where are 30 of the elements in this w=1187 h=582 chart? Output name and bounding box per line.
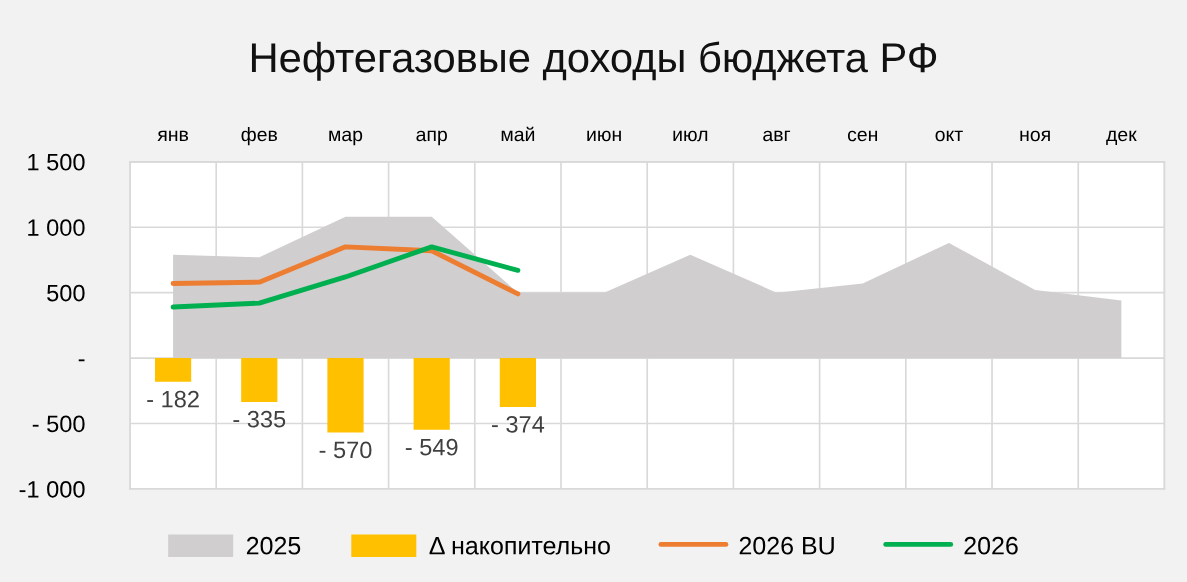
y-tick-label: - bbox=[78, 359, 85, 362]
x-tick-label: ноя bbox=[1020, 130, 1050, 142]
x-tick-label: фев bbox=[241, 127, 278, 146]
x-tick-label: окт bbox=[935, 130, 963, 142]
x-tick-label: авг bbox=[763, 130, 791, 142]
y-tick-label: -1 000 bbox=[19, 480, 85, 498]
y-tick-label: - 500 bbox=[32, 415, 85, 433]
x-tick-label: июл bbox=[673, 130, 708, 142]
legend-label: 2026 BU bbox=[739, 536, 834, 555]
legend-label: 2025 bbox=[246, 536, 301, 555]
x-tick-label: янв bbox=[157, 130, 189, 142]
line-series bbox=[170, 244, 521, 310]
y-tick-label: 500 bbox=[47, 284, 85, 302]
legend-label: Δ накопительно bbox=[429, 537, 610, 555]
x-tick-label: сен bbox=[847, 130, 878, 142]
x-tick-label: дек bbox=[1106, 130, 1137, 145]
x-tick-label: апр bbox=[416, 130, 447, 146]
line-series bbox=[170, 244, 521, 297]
x-tick-label: июн bbox=[587, 130, 621, 142]
data-label: - 374 bbox=[492, 415, 545, 433]
data-label: - 182 bbox=[147, 390, 199, 408]
data-label: - 335 bbox=[233, 410, 286, 428]
y-tick-label: 1 000 bbox=[28, 219, 85, 236]
data-label: - 570 bbox=[319, 441, 372, 459]
chart-title: Нефтегазовые доходы бюджета РФ bbox=[251, 41, 937, 81]
legend-label: 2026 bbox=[964, 536, 1018, 555]
x-tick-label: май bbox=[501, 126, 535, 142]
y-tick-label: 1 500 bbox=[28, 153, 85, 171]
x-tick-label: мар bbox=[329, 130, 363, 146]
data-label: - 549 bbox=[405, 438, 458, 456]
